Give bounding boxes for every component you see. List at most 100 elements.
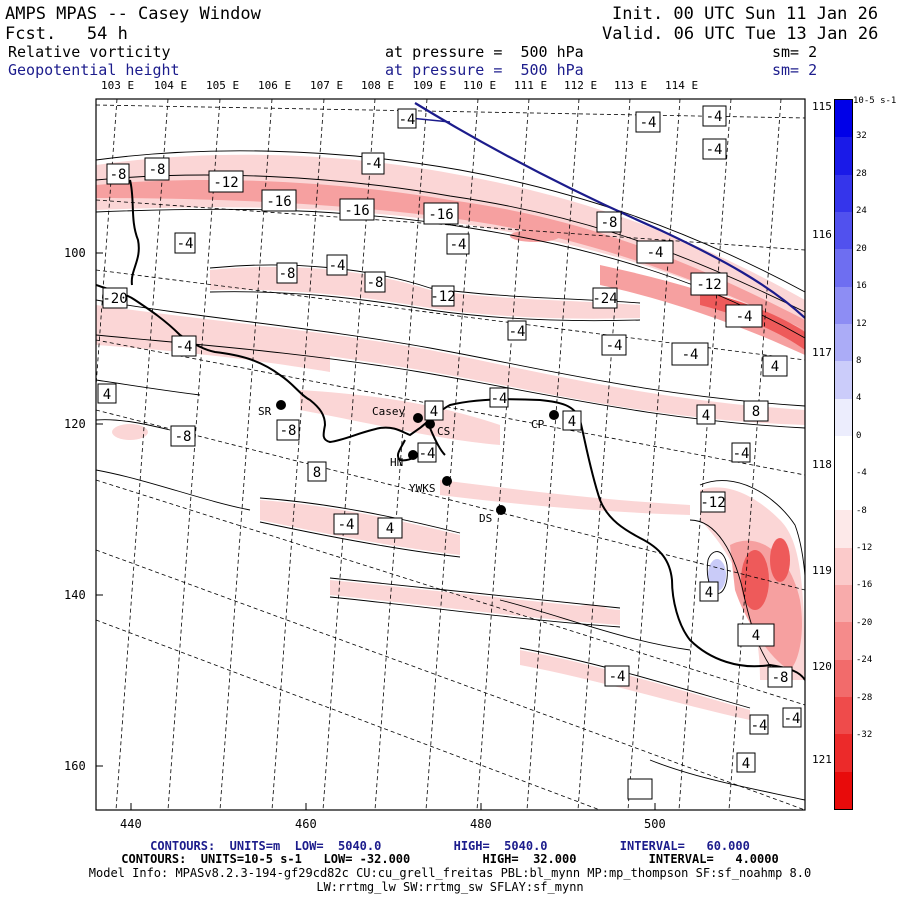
contour-label: -4 xyxy=(640,115,657,131)
lon-label-top: 107 E xyxy=(310,79,344,92)
color-bar-segment xyxy=(835,323,852,362)
color-bar-segment xyxy=(835,174,852,212)
lon-label-top: 113 E xyxy=(614,79,648,92)
color-bar-label: -24 xyxy=(856,655,873,666)
axis-ticks xyxy=(96,252,656,810)
contour-label: -4 xyxy=(751,718,768,734)
color-bar-label: -8 xyxy=(856,505,867,516)
contour-label: -4 xyxy=(399,112,416,128)
lon-label-top: 103 E xyxy=(101,79,135,92)
station-labels: SR Casey CS HN YWKS DS CP xyxy=(258,405,545,525)
color-bar-segment xyxy=(835,435,852,474)
station-dot xyxy=(425,419,435,429)
y-tick-label: 100 xyxy=(64,246,86,260)
lon-label-top: 112 E xyxy=(564,79,598,92)
contour-label: -4 xyxy=(706,109,723,125)
x-tick-label: 500 xyxy=(644,817,666,831)
color-bar-segment xyxy=(835,286,852,324)
x-tick-label: 440 xyxy=(120,817,142,831)
contour-label: -4 xyxy=(509,324,526,340)
contour-label: -4 xyxy=(450,237,467,253)
color-bar-segment xyxy=(835,734,852,772)
height-contour-info: CONTOURS: UNITS=m LOW= 5040.0 HIGH= 5040… xyxy=(150,839,750,853)
color-bar-label: -28 xyxy=(856,692,873,703)
contour-label: -8 xyxy=(601,215,618,231)
graticule xyxy=(96,99,805,810)
color-bar-label: -4 xyxy=(856,468,867,479)
forecast-hour: Fcst. 54 h xyxy=(5,24,128,44)
color-bar-label: 32 xyxy=(856,131,867,142)
contour-label: 8 xyxy=(752,404,760,420)
station-label-casey: Casey xyxy=(372,405,405,418)
y-tick-label: 140 xyxy=(64,588,86,602)
contour-label: -16 xyxy=(344,203,369,219)
model-info-line2: LW:rrtmg_lw SW:rrtmg_sw SFLAY:sf_mynn xyxy=(316,880,584,894)
station-label-sr: SR xyxy=(258,405,272,418)
field1-name: Relative vorticity xyxy=(8,43,171,61)
init-time: Init. 00 UTC Sun 11 Jan 26 xyxy=(612,4,879,24)
color-bar-label: 28 xyxy=(856,168,867,179)
contour-label: -4 xyxy=(609,669,626,685)
contour-label: -8 xyxy=(367,275,384,291)
y-tick-label: 160 xyxy=(64,759,86,773)
color-bar-segment xyxy=(835,473,852,511)
contour-label: 4 xyxy=(705,585,713,601)
contour-label: -8 xyxy=(110,167,127,183)
contour-label: 4 xyxy=(771,359,779,375)
field2-smoothing: sm= 2 xyxy=(772,61,818,79)
color-bar-label: 4 xyxy=(856,393,862,404)
lon-label-top: 105 E xyxy=(206,79,240,92)
color-bar-label: -12 xyxy=(856,543,873,554)
contour-label: -16 xyxy=(266,194,291,210)
station-dot xyxy=(442,476,452,486)
contour-label: 8 xyxy=(313,465,321,481)
color-bar-segment xyxy=(835,137,852,175)
station-label-cp: CP xyxy=(531,418,545,431)
contour-label-boxes xyxy=(97,105,802,800)
color-bar-label: 8 xyxy=(856,355,862,366)
y-tick-label: 120 xyxy=(64,417,86,431)
field1-smoothing: sm= 2 xyxy=(772,43,818,61)
height-contour xyxy=(414,102,805,319)
lon-label-top: 106 E xyxy=(258,79,292,92)
contour-label: -8 xyxy=(280,423,297,439)
field2-level: at pressure = 500 hPa xyxy=(385,61,584,79)
contour-label: 4 xyxy=(752,628,760,644)
contour-label: -4 xyxy=(365,156,382,172)
color-bar-segment xyxy=(835,211,852,250)
lon-label-top: 110 E xyxy=(463,79,497,92)
station-dot xyxy=(276,400,286,410)
contour-label: -8 xyxy=(772,670,789,686)
color-bar-label: 12 xyxy=(856,318,867,329)
station-dot xyxy=(413,413,423,423)
contour-label: -4 xyxy=(784,711,801,727)
color-bar-label: 0 xyxy=(856,430,862,441)
contour-label: 4 xyxy=(702,408,710,424)
color-bar-segment xyxy=(835,398,852,436)
contour-label: -4 xyxy=(491,391,508,407)
contour-label: -4 xyxy=(176,339,193,355)
color-bar-label: 16 xyxy=(856,281,867,292)
contour-label: -12 xyxy=(213,175,238,191)
lon-label-top: 114 E xyxy=(665,79,699,92)
color-bar-segment xyxy=(835,622,852,660)
station-markers xyxy=(276,400,559,515)
station-dot xyxy=(549,410,559,420)
contour-label: 4 xyxy=(386,521,394,537)
contour-label: -4 xyxy=(177,236,194,252)
contour-label: 4 xyxy=(103,387,111,403)
field2-name: Geopotential height xyxy=(8,61,180,79)
contour-label: -8 xyxy=(175,429,192,445)
color-bar-label: -16 xyxy=(856,580,873,591)
contour-label-text: -8 -8 -12 -16 -16 -16 -4 -4 -4 -4 -4 -8 … xyxy=(102,109,800,772)
color-bar-unit: 10-5 s-1 xyxy=(853,96,897,106)
valid-time: Valid. 06 UTC Tue 13 Jan 26 xyxy=(602,24,879,44)
contour-label: -12 xyxy=(700,495,725,511)
color-bar-segment xyxy=(835,100,852,138)
model-info: Model Info: MPASv8.2.3-194-gf29cd82c CU:… xyxy=(88,866,812,880)
color-bar-segment xyxy=(835,361,852,399)
color-bar-label: -32 xyxy=(856,730,873,741)
contour-label: 4 xyxy=(568,414,576,430)
contour-label: -16 xyxy=(428,207,453,223)
